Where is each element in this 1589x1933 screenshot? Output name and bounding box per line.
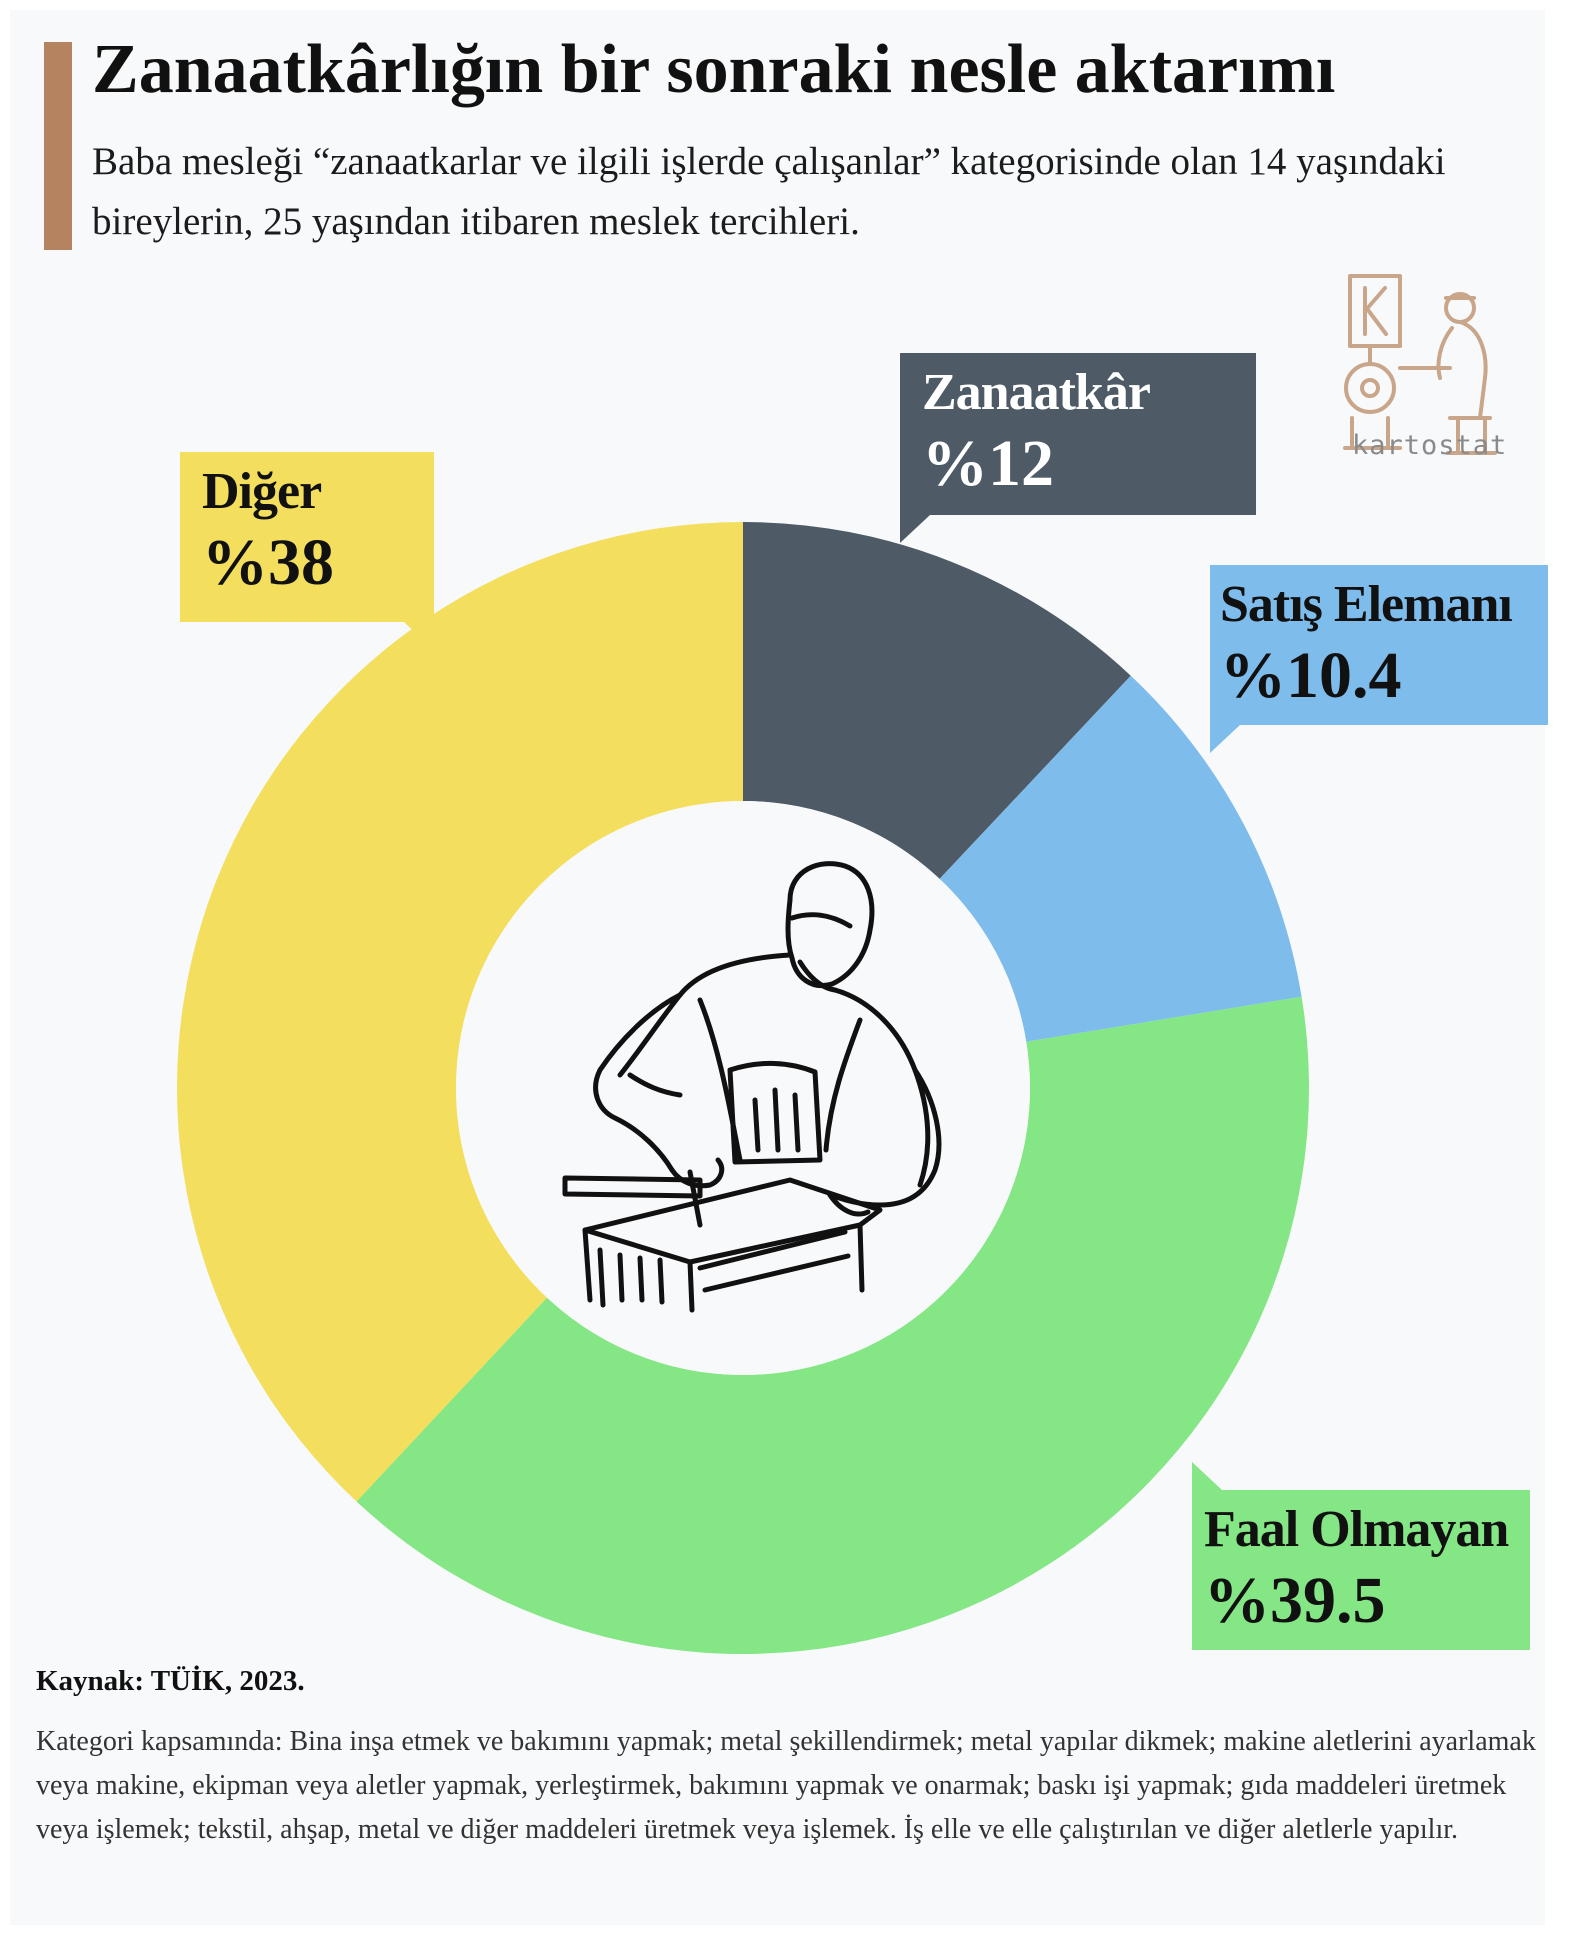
callout-faal-olmayan-pointer [1192,1462,1222,1490]
callout-zanaatkar-value: %12 [922,427,1054,500]
source-note: Kaynak: TÜİK, 2023. [36,1665,305,1697]
callout-satis-elemani: Satış Elemanı %10.4 [1210,565,1548,753]
craftsman-at-lathe-logo [1343,274,1497,455]
page-title: Zanaatkârlığın bir sonraki nesle aktarım… [92,31,1336,108]
donut-slice-4 [176,522,744,1502]
callout-zanaatkar-pointer [900,515,930,543]
category-note: Kategori kapsamında: Bina inşa etmek ve … [36,1726,1536,1845]
page-subtitle: Baba mesleği “zanaatkarlar ve ilgili işl… [92,140,1446,243]
callout-satis-elemani-pointer [1210,725,1240,753]
callout-zanaatkar: Zanaatkâr %12 [900,353,1256,543]
donut-slice-1 [743,522,1131,879]
donut-hole [456,801,1030,1375]
callout-diger-value: %38 [202,526,334,599]
callout-faal-olmayan: Faal Olmayan %39.5 [1192,1462,1530,1650]
callout-diger-label: Diğer [202,463,322,520]
callout-satis-elemani-value: %10.4 [1220,639,1402,712]
callout-zanaatkar-label: Zanaatkâr [922,364,1151,421]
callout-diger: Diğer %38 [180,452,434,650]
brand-name: kartostat [1352,430,1508,461]
callout-faal-olmayan-label: Faal Olmayan [1204,1501,1509,1558]
callout-diger-pointer [404,622,434,650]
donut-slice-3 [356,996,1310,1655]
donut-slice-2 [939,675,1302,1042]
title-accent-bar [44,42,72,250]
craftsman-at-workbench-icon [562,861,942,1313]
callout-faal-olmayan-value: %39.5 [1204,1564,1386,1637]
callout-satis-elemani-label: Satış Elemanı [1220,576,1513,633]
